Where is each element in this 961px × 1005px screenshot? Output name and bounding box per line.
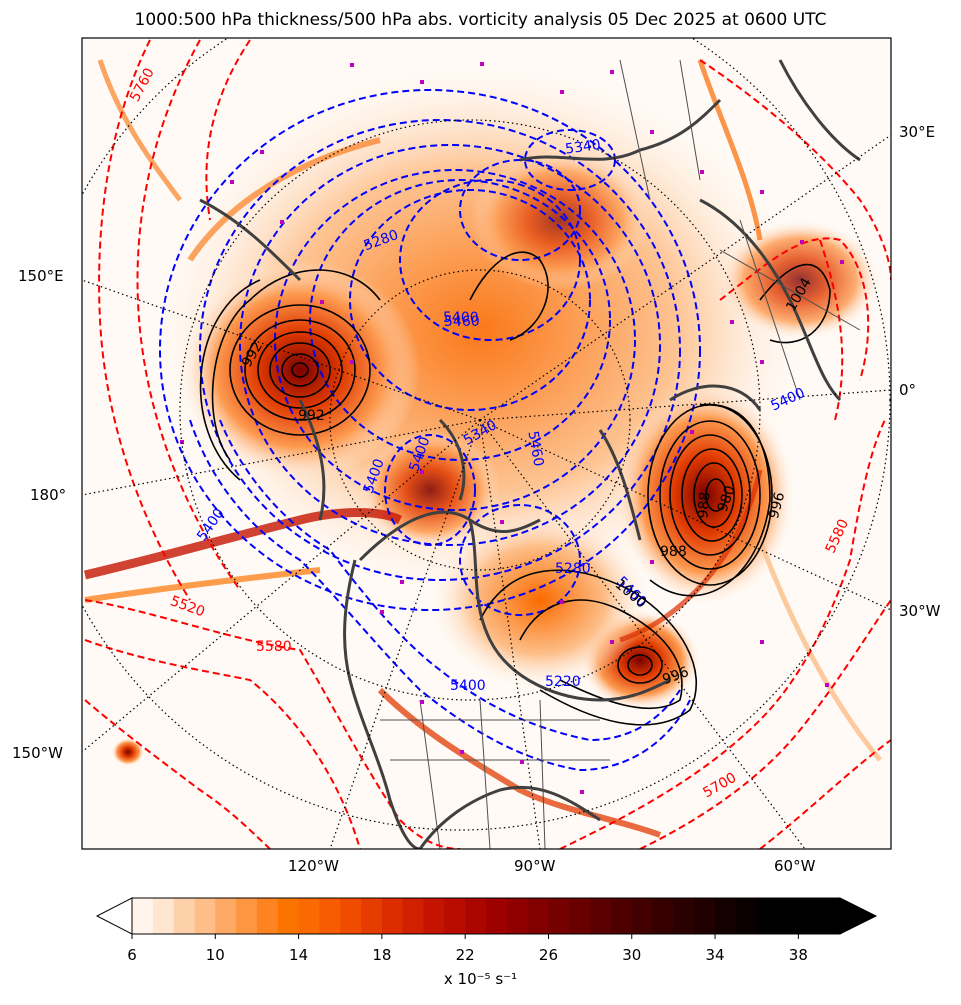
colorbar-tick-label: 10: [205, 946, 225, 964]
colorbar-cell: [340, 898, 362, 934]
colorbar-cell: [777, 898, 799, 934]
colorbar-cell: [527, 898, 550, 934]
colorbar-cell: [215, 898, 237, 934]
colorbar-cell: [423, 898, 445, 934]
colorbar-cell: [735, 898, 758, 934]
mslp-label: 992: [298, 408, 325, 424]
mslp-label: 988: [660, 544, 687, 560]
colorbar-tick-label: 34: [705, 946, 725, 964]
colorbar-tick-label: 6: [127, 946, 137, 964]
colorbar-cell: [569, 898, 591, 934]
colorbar-cell: [590, 898, 612, 934]
colorbar-cell: [256, 898, 279, 934]
colorbar-cell: [756, 898, 779, 934]
colorbar-cell: [486, 898, 508, 934]
colorbar-cell: [173, 898, 196, 934]
colorbar-cell: [361, 898, 383, 934]
colorbar-cell: [819, 898, 841, 934]
colorbar-cell: [381, 898, 404, 934]
colorbar-tick-label: 38: [788, 946, 808, 964]
colorbar-cell: [715, 898, 737, 934]
colorbar-tick-label: 30: [622, 946, 642, 964]
colorbar-cell: [798, 898, 820, 934]
coastlines: [199, 59, 861, 849]
colorbar-cell: [694, 898, 716, 934]
thickness-label: 5460: [524, 430, 546, 468]
lon-label-left: 150°W: [12, 744, 63, 762]
lon-label-bottom: 90°W: [514, 857, 556, 875]
thickness-label: 5400: [450, 678, 486, 694]
mslp-contours: [199, 251, 831, 726]
colorbar-unit-label: x 10⁻⁵ s⁻¹: [443, 970, 518, 988]
lon-label-left: 180°: [30, 486, 67, 504]
colorbar-cell: [152, 898, 175, 934]
lon-label-right: 30°E: [899, 123, 936, 141]
colorbar-cell: [444, 898, 466, 934]
colorbar-cell: [465, 898, 487, 934]
graticule: [82, 38, 891, 849]
mslp-label: 988: [695, 491, 713, 519]
colorbar-frame: [131, 897, 841, 935]
vorticity-shading: [83, 59, 882, 838]
colorbar-cell: [652, 898, 675, 934]
thickness-contours-cold: [159, 89, 701, 772]
colorbar-tick-label: 26: [538, 946, 559, 964]
lon-label-left: 150°E: [18, 267, 64, 285]
thickness-label: 5280: [555, 561, 591, 577]
colorbar-over-arrow: [839, 897, 878, 935]
thickness-label: 5340: [564, 137, 602, 158]
colorbar-cell: [132, 898, 154, 934]
thickness-label: 5220: [545, 674, 581, 690]
colorbar-cell: [277, 898, 300, 934]
map-title: 1000:500 hPa thickness/500 hPa abs. vort…: [134, 10, 827, 30]
colorbar-cell: [402, 898, 425, 934]
colorbar-cell: [319, 898, 341, 934]
colorbar-cell: [298, 898, 321, 934]
lon-label-right: 30°W: [899, 602, 941, 620]
colorbar-cell: [548, 898, 570, 934]
colorbar-tick-label: 22: [455, 946, 475, 964]
thickness-contours-warm: [84, 39, 891, 849]
colorbar-cell: [506, 898, 529, 934]
thickness-label: 5460: [444, 314, 480, 330]
colorbar-cell: [631, 898, 654, 934]
thickness-label: 5400: [443, 310, 479, 326]
lon-label-bottom: 60°W: [774, 857, 816, 875]
borders: [380, 59, 861, 849]
map-frame: [81, 37, 892, 850]
colorbar-tick-label: 14: [289, 946, 309, 964]
mslp-label: 996: [766, 490, 788, 520]
colorbar-tick-label: 18: [372, 946, 392, 964]
colorbar-cell: [610, 898, 633, 934]
lon-label-right: 0°: [899, 381, 917, 399]
lon-label-bottom: 120°W: [288, 857, 339, 875]
thickness-label: 5580: [256, 639, 292, 655]
colorbar-cell: [673, 898, 695, 934]
colorbar-under-arrow: [95, 897, 133, 935]
colorbar-cell: [236, 898, 258, 934]
colorbar-cell: [194, 898, 216, 934]
